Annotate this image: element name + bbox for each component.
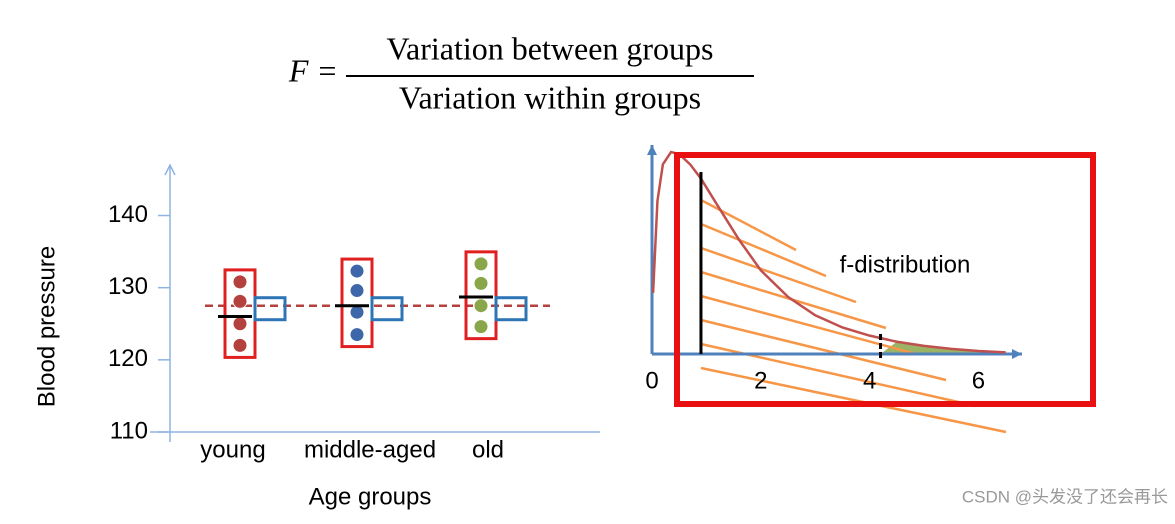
formula-numerator: Variation between groups <box>386 30 713 66</box>
y-axis-arrow <box>647 145 657 155</box>
x-tick-label: 2 <box>754 367 767 394</box>
data-point <box>232 293 248 309</box>
data-point <box>232 274 248 290</box>
data-point <box>349 304 365 320</box>
x-tick-label: young <box>200 436 265 463</box>
y-tick-label: 110 <box>110 417 148 444</box>
data-point <box>473 275 489 291</box>
watermark: CSDN @头发没了还会再长 <box>962 487 1168 506</box>
hatch <box>700 318 947 382</box>
data-point <box>473 298 489 314</box>
annotation: f-distribution <box>840 251 971 278</box>
mean-box <box>253 296 287 322</box>
data-point <box>349 263 365 279</box>
hatch <box>700 222 827 278</box>
hatch <box>700 246 857 304</box>
y-axis-label: Blood pressure <box>33 246 60 407</box>
formula-denominator: Variation within groups <box>399 79 701 115</box>
data-point <box>232 316 248 332</box>
y-tick-label: 140 <box>108 201 148 228</box>
x-axis-arrow <box>1012 349 1022 359</box>
data-point <box>473 256 489 272</box>
y-tick-label: 130 <box>108 273 148 300</box>
x-tick-label: 4 <box>863 367 876 394</box>
mean-box <box>370 296 404 322</box>
hatch <box>700 198 797 252</box>
data-point <box>349 327 365 343</box>
data-point <box>232 337 248 353</box>
x-tick-label: middle-aged <box>304 436 436 463</box>
density-curve <box>651 150 1006 354</box>
data-point <box>349 283 365 299</box>
x-tick-label: 6 <box>972 367 985 394</box>
x-tick-label: old <box>472 436 504 463</box>
y-axis-arrow <box>164 163 176 176</box>
group-box <box>464 250 498 341</box>
x-axis-label: Age groups <box>309 483 432 510</box>
highlight-box <box>674 152 1096 407</box>
mean-box <box>494 296 528 322</box>
y-tick-label: 120 <box>108 345 148 372</box>
hatch <box>700 366 1007 434</box>
data-point <box>473 319 489 335</box>
formula-lhs: F = <box>288 52 338 88</box>
x-tick-label: 0 <box>645 367 658 394</box>
